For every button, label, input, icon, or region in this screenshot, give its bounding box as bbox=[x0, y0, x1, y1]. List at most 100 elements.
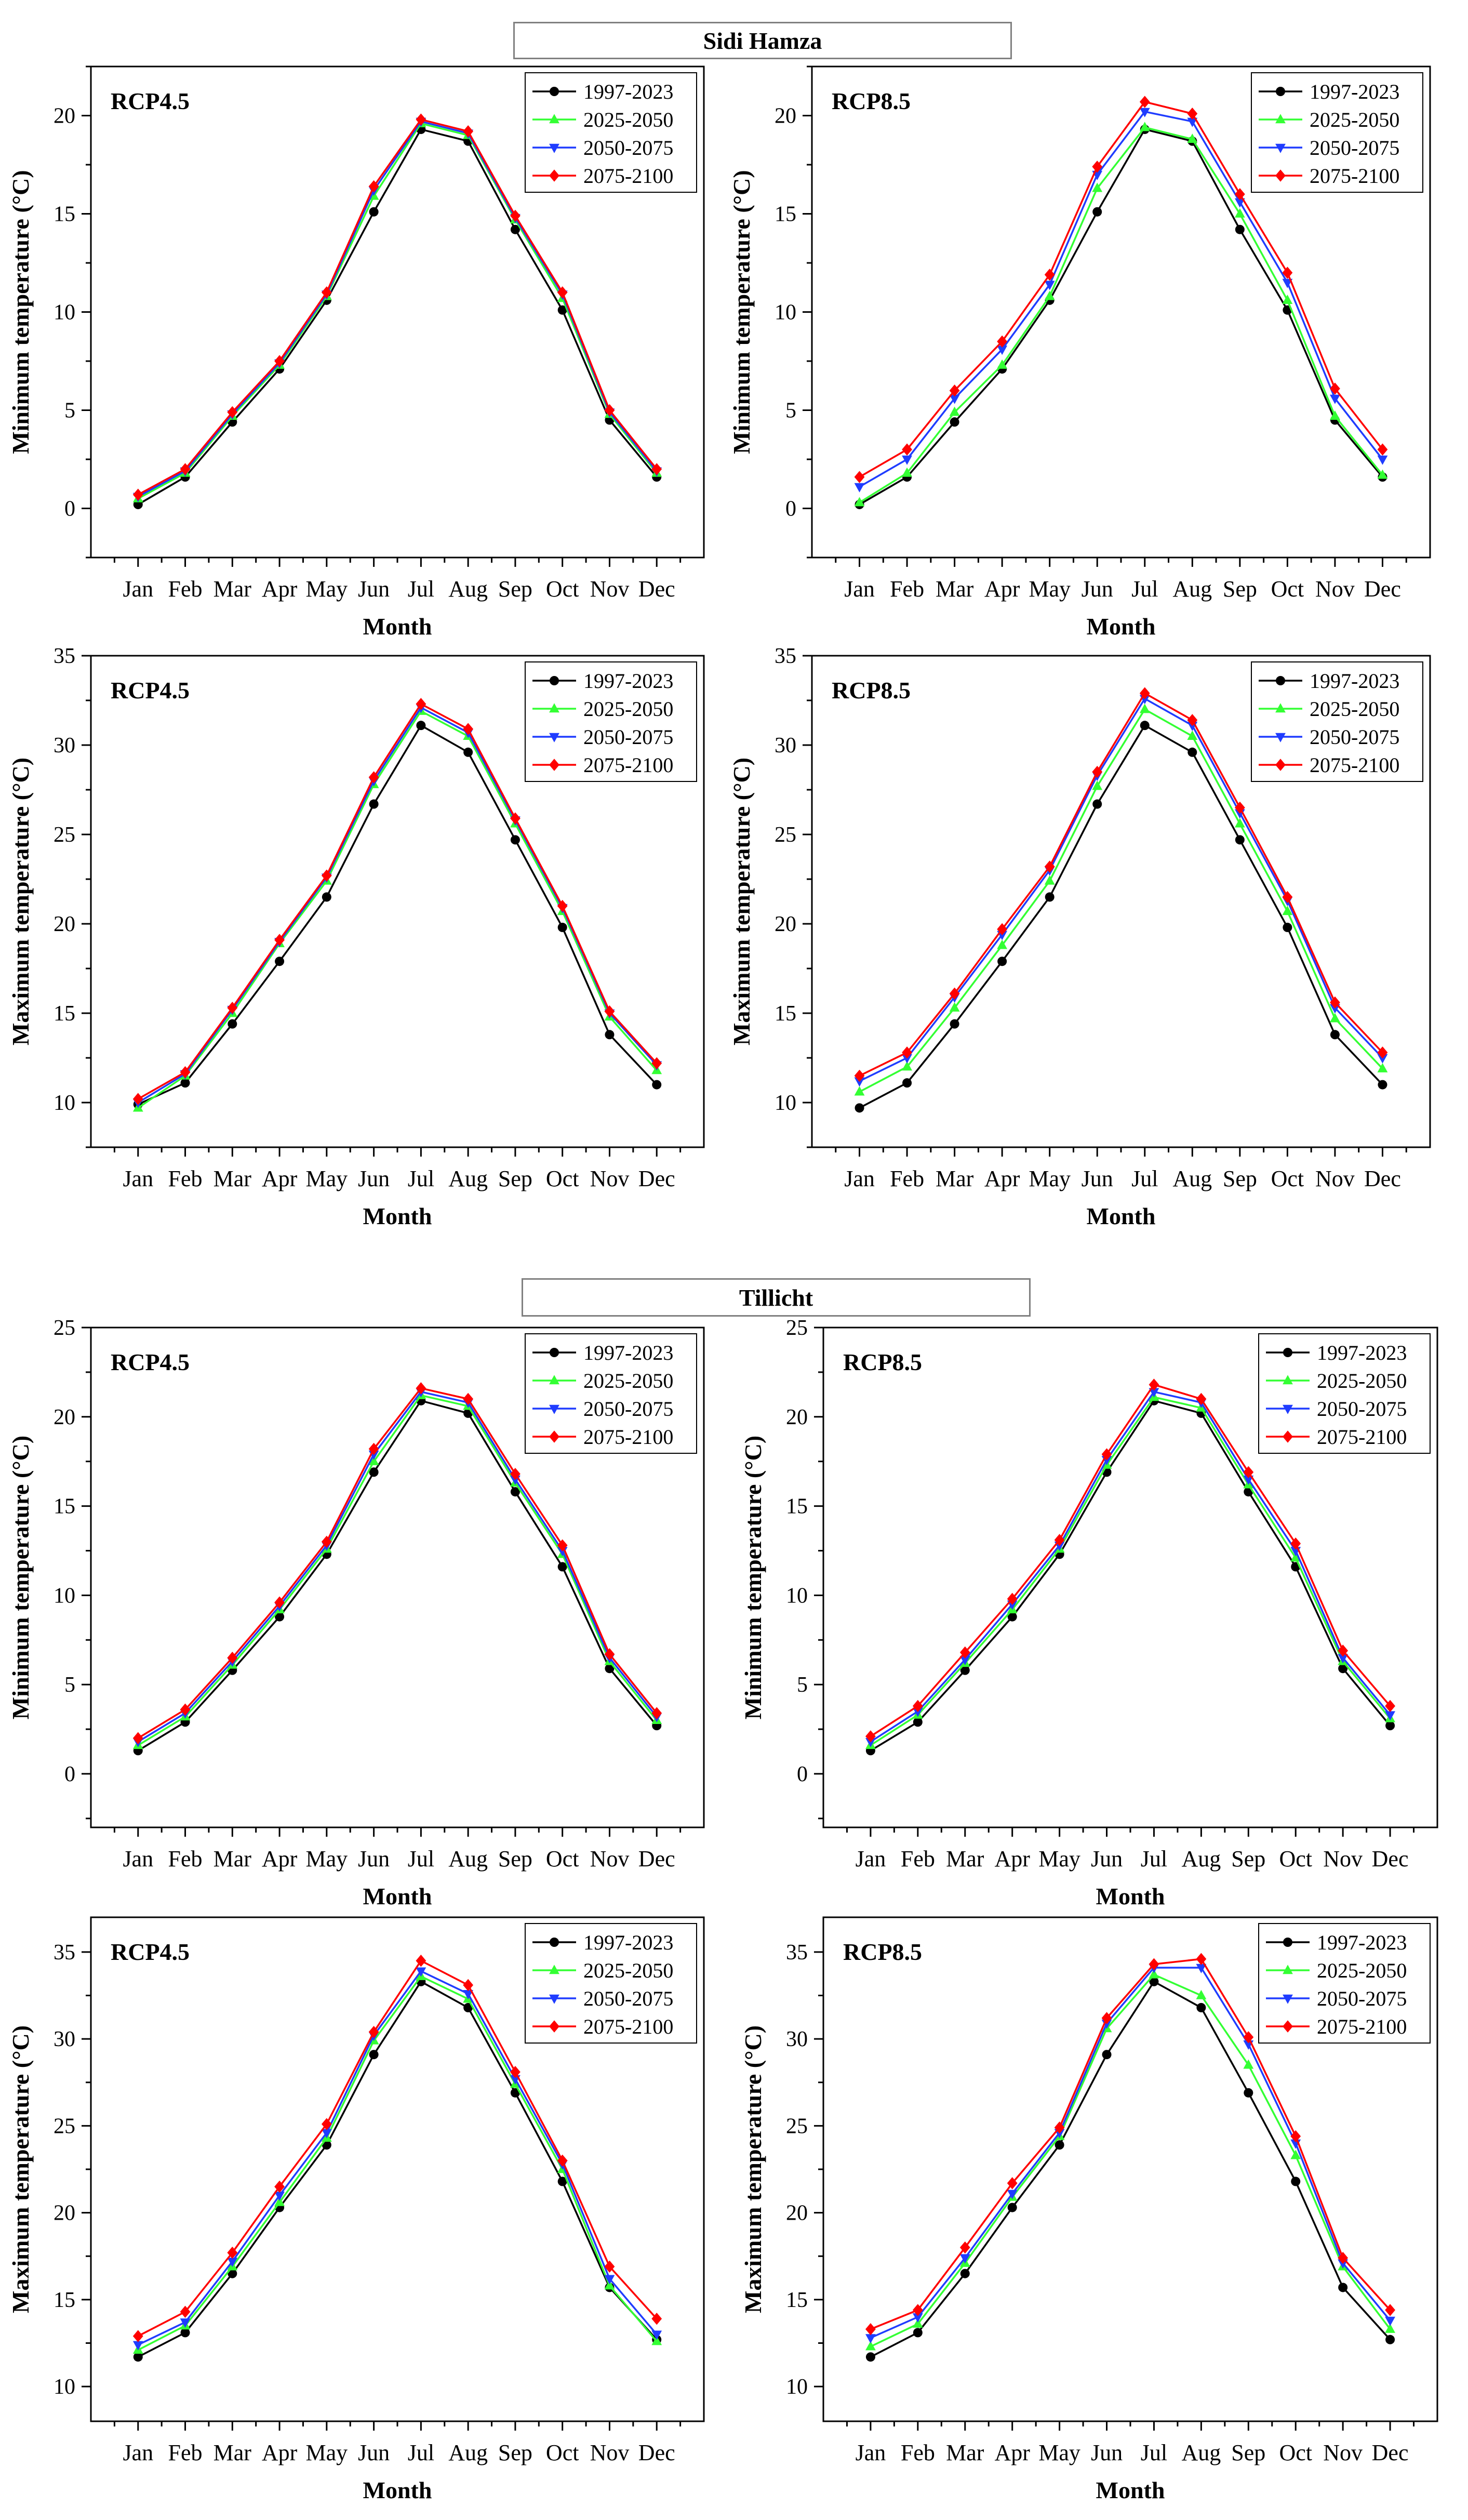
legend-entry-1997-2023: 1997-2023 bbox=[583, 1341, 673, 1364]
legend-entry-2075-2100: 2075-2100 bbox=[583, 2015, 673, 2038]
x-tick-label-jul: Jul bbox=[1141, 1846, 1167, 1872]
legend-entry-2050-2075: 2050-2075 bbox=[1317, 1987, 1407, 2010]
y-tick-label: 25 bbox=[786, 1316, 808, 1340]
series-2025-2050 bbox=[854, 122, 1388, 507]
data-point bbox=[949, 987, 960, 1000]
data-point bbox=[180, 1078, 190, 1088]
series-line-2075-2100 bbox=[137, 1959, 658, 2337]
legend-marker bbox=[1283, 1938, 1292, 1947]
x-tick-label-mar: Mar bbox=[213, 2440, 252, 2465]
data-point bbox=[997, 359, 1008, 369]
x-tick-label-mar: Mar bbox=[946, 2440, 984, 2465]
data-point bbox=[913, 1717, 923, 1727]
x-tick-label-jan: Jan bbox=[123, 2440, 153, 2465]
legend-entry-2025-2050: 2025-2050 bbox=[583, 1959, 673, 1982]
series-line-2075-2100 bbox=[870, 1958, 1391, 2330]
legend-marker bbox=[550, 676, 559, 685]
data-point bbox=[1007, 2190, 1018, 2199]
y-tick-label: 20 bbox=[775, 912, 796, 936]
series-2025-2050 bbox=[132, 1970, 662, 2354]
y-tick-label: 10 bbox=[775, 1091, 796, 1115]
data-point bbox=[510, 1468, 521, 1480]
x-tick-label-dec: Dec bbox=[1372, 1846, 1409, 1872]
data-point bbox=[651, 1707, 662, 1719]
chart-panel-7: 10 15 20 25 30 35 Jan Feb Mar Apr May Jun Jul Aug Sep O… bbox=[7, 1916, 705, 2503]
data-point bbox=[369, 799, 379, 809]
data-point bbox=[652, 1080, 662, 1090]
legend-entry-2075-2100: 2075-2100 bbox=[583, 1425, 673, 1449]
x-tick-label-oct: Oct bbox=[546, 576, 579, 602]
data-point bbox=[605, 1030, 615, 1040]
data-point bbox=[854, 497, 865, 507]
data-point bbox=[1378, 1080, 1387, 1090]
data-point bbox=[1234, 208, 1245, 218]
data-point bbox=[651, 2330, 662, 2340]
data-point bbox=[1187, 731, 1198, 740]
x-tick-label-aug: Aug bbox=[1181, 2440, 1221, 2465]
data-point bbox=[1196, 1964, 1207, 1973]
legend-entry-2025-2050: 2025-2050 bbox=[1317, 1959, 1407, 1982]
series-line-1997-2023 bbox=[137, 1980, 658, 2358]
data-point bbox=[1377, 1046, 1388, 1059]
legend-entry-1997-2023: 1997-2023 bbox=[583, 80, 673, 103]
x-tick-label-may: May bbox=[1029, 1166, 1071, 1191]
legend-marker bbox=[1275, 759, 1286, 771]
data-point bbox=[132, 2341, 143, 2351]
legend-marker bbox=[1283, 1965, 1293, 1974]
series-line-2025-2050 bbox=[137, 1975, 658, 2351]
data-point bbox=[463, 1979, 474, 1992]
panel-label: RCP8.5 bbox=[832, 88, 911, 114]
data-point bbox=[1139, 704, 1150, 713]
y-tick-label: 5 bbox=[785, 399, 796, 423]
x-tick-label-mar: Mar bbox=[213, 1846, 252, 1872]
data-point bbox=[997, 939, 1008, 949]
chart-panel-4: 10 15 20 25 30 35 Jan Feb Mar Apr May Jun Jul Aug Sep O… bbox=[728, 644, 1431, 1229]
series-line-2050-2075 bbox=[870, 1390, 1391, 1743]
data-point bbox=[1282, 891, 1293, 904]
y-tick-label: 0 bbox=[64, 1762, 75, 1786]
data-point bbox=[368, 1455, 379, 1465]
data-point bbox=[369, 207, 379, 217]
legend-entry-2075-2100: 2075-2100 bbox=[1310, 164, 1399, 188]
y-tick-label: 35 bbox=[775, 644, 796, 668]
data-point bbox=[1385, 1700, 1395, 1713]
data-point bbox=[997, 957, 1007, 966]
series-line-2050-2075 bbox=[138, 1970, 658, 2346]
data-point bbox=[1377, 1054, 1388, 1064]
data-point bbox=[912, 2304, 923, 2316]
y-tick-label: 10 bbox=[786, 2375, 808, 2399]
legend-entry-1997-2023: 1997-2023 bbox=[583, 669, 673, 693]
legend-entry-2050-2075: 2050-2075 bbox=[583, 1987, 673, 2010]
x-tick-label-sep: Sep bbox=[498, 576, 532, 602]
data-point bbox=[274, 2191, 285, 2201]
data-point bbox=[132, 488, 143, 501]
x-tick-label-feb: Feb bbox=[168, 1846, 203, 1872]
data-point bbox=[1187, 134, 1198, 143]
data-point bbox=[1385, 2304, 1395, 2316]
data-point bbox=[1139, 108, 1150, 117]
y-tick-label: 20 bbox=[54, 104, 75, 128]
x-axis-title: Month bbox=[1087, 613, 1156, 640]
legend-marker bbox=[549, 733, 559, 742]
legend-entry-2050-2075: 2050-2075 bbox=[1310, 725, 1399, 749]
x-tick-label-jan: Jan bbox=[123, 1166, 153, 1191]
x-tick-label-oct: Oct bbox=[1279, 2440, 1312, 2465]
data-point bbox=[949, 394, 960, 404]
y-tick-label: 30 bbox=[786, 2027, 808, 2051]
data-point bbox=[1055, 2140, 1064, 2150]
x-tick-label-jan: Jan bbox=[856, 2440, 886, 2465]
data-point bbox=[416, 1954, 426, 1967]
x-tick-label-may: May bbox=[1029, 576, 1071, 602]
y-tick-label: 30 bbox=[54, 2027, 75, 2051]
data-point bbox=[902, 1054, 912, 1064]
data-point bbox=[960, 1665, 970, 1675]
x-tick-label-feb: Feb bbox=[168, 1166, 203, 1191]
data-point bbox=[902, 1046, 912, 1059]
x-tick-label-apr: Apr bbox=[994, 2440, 1030, 2465]
x-tick-label-may: May bbox=[306, 1846, 348, 1872]
data-point bbox=[369, 2050, 379, 2060]
data-point bbox=[321, 2118, 332, 2130]
series-line-2025-2050 bbox=[870, 1396, 1391, 1746]
data-point bbox=[1196, 1392, 1207, 1405]
data-point bbox=[1330, 382, 1340, 395]
